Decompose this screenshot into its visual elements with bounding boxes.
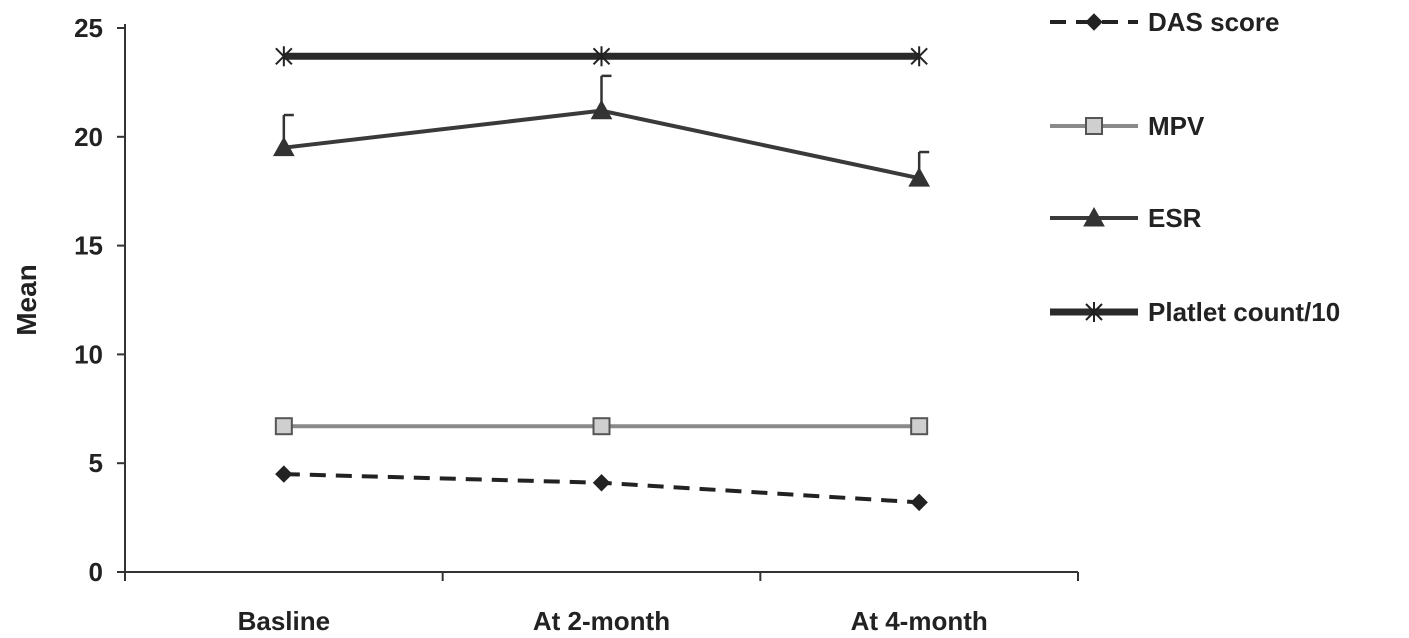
legend-marker xyxy=(1085,13,1103,31)
data-point xyxy=(592,46,611,67)
series-diamond xyxy=(275,465,928,512)
legend-item: ESR xyxy=(1050,203,1202,233)
data-point xyxy=(592,417,611,436)
y-tick-label: 25 xyxy=(74,13,103,43)
legend-marker xyxy=(1085,302,1103,322)
y-axis-title: Mean xyxy=(11,264,42,336)
series-asterisk xyxy=(275,46,928,67)
y-tick-label: 10 xyxy=(74,339,103,369)
series-triangle xyxy=(272,74,931,187)
data-point xyxy=(590,99,613,120)
x-tick-label: At 2-month xyxy=(533,606,670,636)
legend-marker xyxy=(1085,117,1103,135)
data-point xyxy=(275,465,293,483)
legend-label: Platlet count/10 xyxy=(1148,297,1340,327)
legend-label: DAS score xyxy=(1148,7,1280,37)
data-point xyxy=(910,46,928,67)
legend-marker xyxy=(1083,206,1105,227)
y-tick-label: 15 xyxy=(74,231,103,261)
data-point xyxy=(274,417,293,436)
data-point xyxy=(910,493,928,512)
series-layer xyxy=(272,46,931,512)
series-square xyxy=(274,417,929,436)
data-point xyxy=(272,136,295,157)
data-point xyxy=(592,474,611,492)
data-point xyxy=(910,417,929,436)
y-tick-label: 0 xyxy=(89,557,103,587)
legend-label: ESR xyxy=(1148,203,1202,233)
x-tick-label: Basline xyxy=(238,606,331,636)
x-tick-label: At 4-month xyxy=(851,606,988,636)
y-tick-label: 20 xyxy=(74,122,103,152)
legend-item: DAS score xyxy=(1050,7,1280,37)
data-point xyxy=(908,167,931,187)
legend-item: MPV xyxy=(1050,111,1205,141)
legend-item: Platlet count/10 xyxy=(1050,297,1340,327)
y-tick-label: 5 xyxy=(89,448,103,478)
data-point xyxy=(275,46,293,67)
legend-label: MPV xyxy=(1148,111,1205,141)
legend: DAS score MPV ESR Platlet count/10 xyxy=(1050,7,1340,327)
series-line xyxy=(283,108,920,181)
axes: 0 5 10 15 20 25 Basline At 2-month At 4-month xyxy=(74,13,1079,636)
